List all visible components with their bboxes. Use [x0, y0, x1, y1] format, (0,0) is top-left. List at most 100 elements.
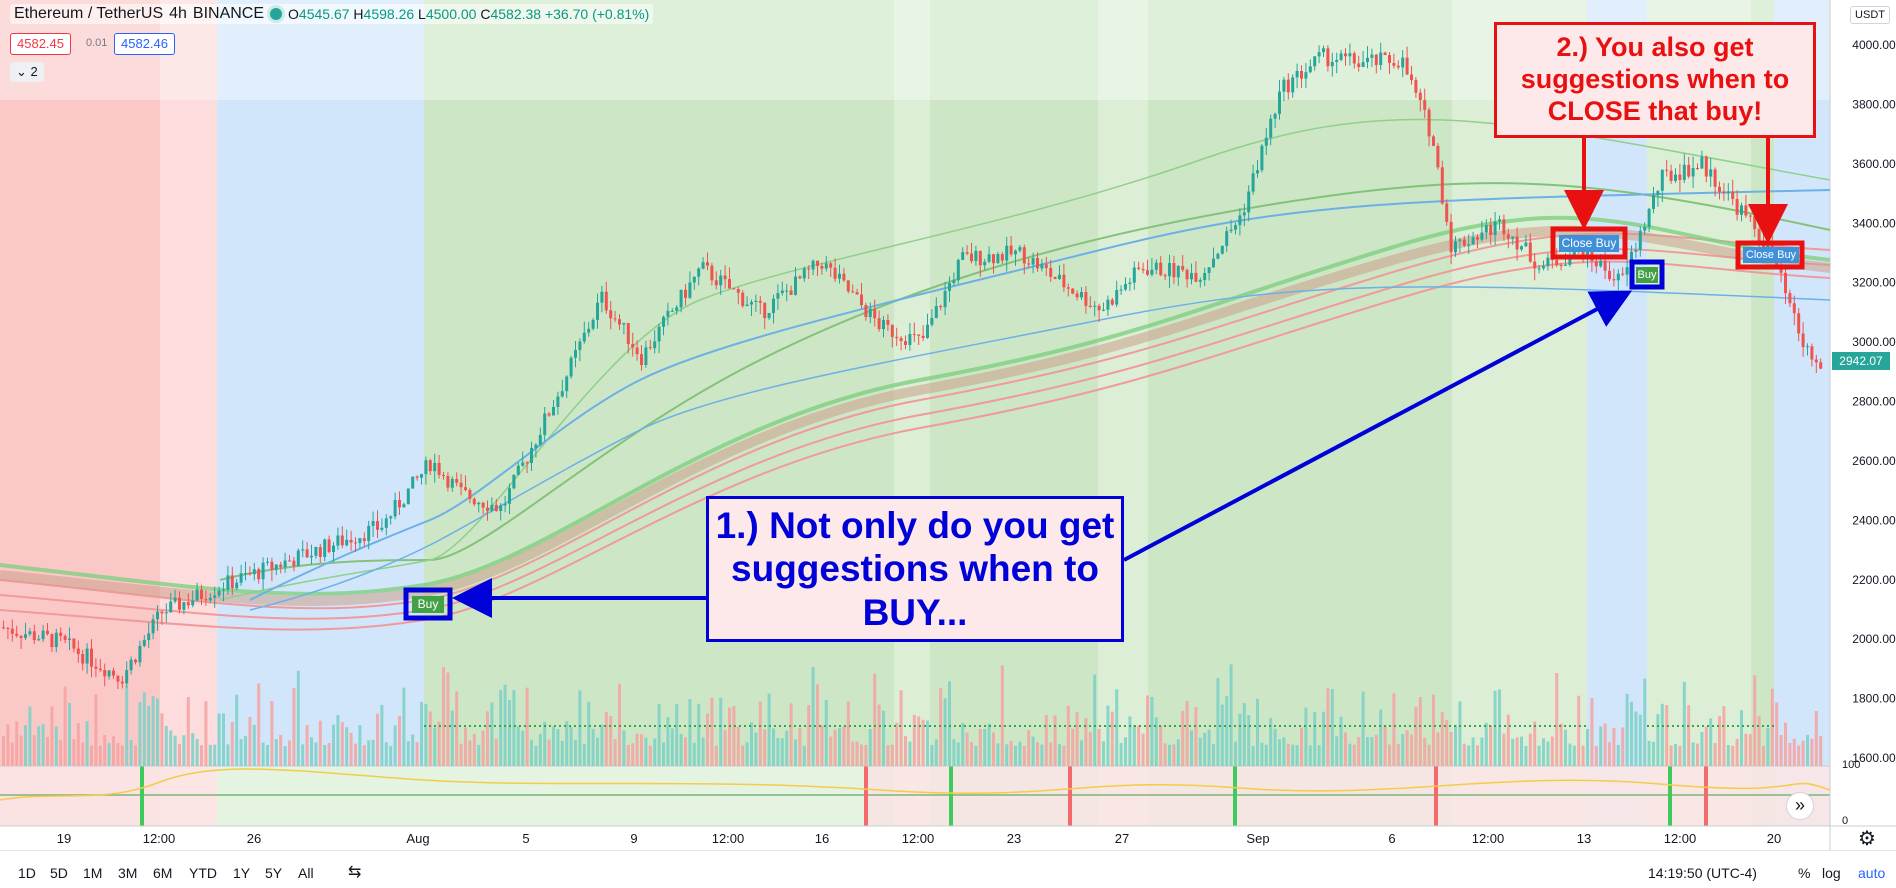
- volume-bar: [838, 728, 841, 766]
- candle-body: [1581, 249, 1585, 260]
- candle-body: [1291, 77, 1295, 93]
- scroll-to-realtime-button[interactable]: »: [1786, 792, 1814, 820]
- volume-bar: [1528, 733, 1532, 766]
- candle-body: [340, 535, 344, 546]
- range-1m[interactable]: 1M: [83, 865, 103, 881]
- volume-bar: [538, 733, 542, 766]
- candle-body: [983, 261, 987, 266]
- candle-body: [10, 628, 14, 634]
- price-tick-label: 2200.00: [1852, 573, 1896, 587]
- candle-body: [1247, 191, 1251, 213]
- candle-body: [1784, 272, 1787, 294]
- percent-scale-toggle[interactable]: %: [1798, 865, 1811, 881]
- interval-label[interactable]: 4h: [169, 5, 187, 22]
- candle-body: [1304, 72, 1308, 79]
- range-all[interactable]: All: [298, 865, 314, 881]
- candle-body: [1269, 118, 1273, 138]
- range-3m[interactable]: 3M: [118, 865, 138, 881]
- candle-body: [411, 476, 415, 489]
- candle-body: [1181, 265, 1185, 270]
- candle-body: [1128, 282, 1132, 285]
- candle-body: [257, 569, 261, 580]
- candle-body: [1370, 54, 1374, 58]
- candle-body: [1515, 236, 1519, 250]
- volume-bar: [1300, 727, 1303, 766]
- symbol-name[interactable]: Ethereum / TetherUS: [14, 5, 164, 22]
- volume-bar: [235, 694, 239, 766]
- range-5d[interactable]: 5D: [50, 865, 68, 881]
- volume-bar: [974, 745, 978, 766]
- candle-body: [499, 505, 503, 512]
- volume-bar: [24, 725, 27, 766]
- volume-bar: [1097, 728, 1101, 766]
- clock-label[interactable]: 14:19:50 (UTC-4): [1648, 865, 1757, 881]
- candle-body: [930, 318, 934, 325]
- range-5y[interactable]: 5Y: [265, 865, 283, 881]
- volume-bar: [1480, 737, 1484, 766]
- candle-body: [442, 474, 445, 476]
- candle-body: [1806, 346, 1809, 348]
- candle-body: [1040, 264, 1044, 269]
- volume-bar: [547, 739, 551, 766]
- volume-bar: [208, 744, 212, 766]
- volume-bar: [354, 743, 357, 766]
- candle-body: [1220, 245, 1224, 254]
- volume-bar: [1124, 737, 1127, 766]
- price-axis[interactable]: 4000.00 3800.00 3600.00 3400.00 3200.00 3000.…: [1842, 38, 1896, 827]
- candle-body: [384, 518, 388, 528]
- candle-body: [864, 305, 868, 318]
- candle-body: [618, 319, 621, 325]
- volume-bar: [961, 722, 965, 766]
- volume-bar: [1339, 716, 1343, 766]
- volume-bar: [1608, 742, 1611, 766]
- candle-body: [327, 539, 331, 553]
- volume-bar: [142, 692, 146, 766]
- candle-body: [833, 267, 837, 279]
- volume-bar: [1049, 742, 1053, 766]
- volume-bar: [1594, 745, 1598, 766]
- volume-bar: [1374, 734, 1378, 766]
- candle-body: [1594, 261, 1598, 267]
- volume-bar: [305, 724, 309, 766]
- auto-scale-toggle[interactable]: auto: [1858, 865, 1886, 881]
- range-1d[interactable]: 1D: [18, 865, 36, 881]
- currency-unit-label[interactable]: USDT: [1850, 6, 1890, 24]
- candle-body: [992, 254, 995, 264]
- sell-price-button[interactable]: 4582.45: [10, 33, 71, 55]
- candle-body: [230, 575, 234, 589]
- buy-price-button[interactable]: 4582.46: [114, 33, 175, 55]
- candle-body: [1194, 272, 1198, 282]
- compare-icon[interactable]: ⇆: [348, 864, 362, 881]
- candle-body: [1115, 290, 1119, 305]
- candle-body: [160, 611, 164, 614]
- volume-bar: [1652, 741, 1655, 766]
- volume-bar: [182, 735, 186, 766]
- candle-body: [604, 291, 608, 311]
- candle-body: [1159, 262, 1163, 276]
- log-scale-toggle[interactable]: log: [1822, 865, 1841, 881]
- volume-bar: [213, 744, 217, 766]
- volume-bar: [252, 724, 256, 766]
- buy-signal-marker-2: [1636, 267, 1658, 283]
- volume-bar: [1216, 678, 1220, 766]
- range-6m[interactable]: 6M: [153, 865, 173, 881]
- candle-body: [1071, 288, 1075, 294]
- candle-body: [1652, 195, 1655, 209]
- volume-bar: [1603, 723, 1607, 766]
- range-ytd[interactable]: YTD: [189, 865, 217, 881]
- volume-bar: [618, 683, 621, 766]
- indicators-toggle-button[interactable]: ⌄ 2: [10, 62, 44, 82]
- volume-bar: [1533, 721, 1537, 766]
- candle-body: [1379, 52, 1383, 66]
- candle-body: [1674, 174, 1677, 181]
- volume-bar: [1704, 726, 1708, 766]
- chart-settings-gear-icon[interactable]: ⚙: [1858, 828, 1876, 850]
- candle-body: [1445, 203, 1449, 222]
- volume-bar: [1251, 745, 1255, 766]
- candle-body: [1687, 164, 1691, 177]
- candle-body: [433, 462, 437, 472]
- candle-body: [1383, 52, 1387, 56]
- range-1y[interactable]: 1Y: [233, 865, 251, 881]
- price-tick-label: 3800.00: [1852, 97, 1896, 111]
- time-axis[interactable]: 19 12:00 26 Aug 5 9 12:00 16 12:00 23 27 Sep 6 12:00 1…: [57, 831, 1781, 846]
